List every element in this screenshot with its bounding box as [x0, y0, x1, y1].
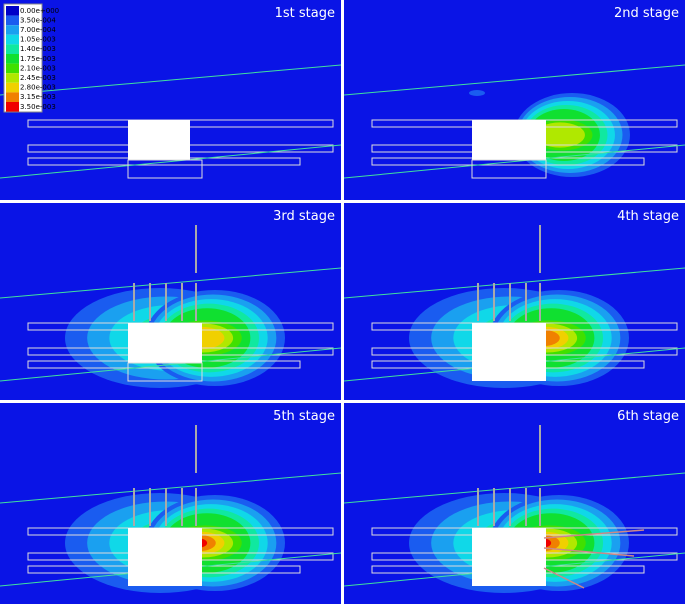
green-line	[344, 472, 685, 504]
lower-bench	[127, 362, 203, 382]
legend-label: 1.40e-003	[20, 45, 56, 53]
green-line	[0, 347, 341, 382]
legend-swatch	[6, 73, 19, 83]
panel-title: 1st stage	[275, 6, 335, 21]
legend-swatch	[6, 34, 19, 45]
legend-swatch	[6, 6, 19, 16]
legend-label: 2.80e-003	[20, 84, 56, 92]
green-line	[344, 64, 685, 96]
green-line	[344, 144, 685, 179]
legend-swatch	[6, 102, 19, 112]
legend-label: 0.00e+000	[20, 7, 59, 15]
panel-title: 6th stage	[617, 409, 679, 424]
legend-swatch	[6, 44, 19, 54]
legend-label: 3.50e-004	[20, 16, 56, 24]
contour	[469, 90, 485, 96]
panel-body	[344, 203, 685, 400]
panel-body	[344, 403, 685, 604]
panel: 3rd stage	[0, 203, 341, 400]
legend-swatch	[6, 25, 19, 35]
panel: 4th stage	[344, 203, 685, 400]
excavation	[128, 323, 202, 363]
legend-label: 3.15e-003	[20, 93, 56, 101]
lower-bench	[471, 159, 547, 179]
legend-swatch	[6, 54, 19, 64]
background	[0, 0, 341, 200]
background	[344, 0, 685, 200]
panel-body	[344, 0, 685, 200]
legend-label: 7.00e-004	[20, 26, 56, 34]
excavation	[128, 120, 190, 160]
legend-swatch	[6, 92, 19, 102]
green-line	[0, 267, 341, 299]
panel: 1st stage	[0, 0, 341, 200]
panel: 5th stage	[0, 403, 341, 604]
green-line	[0, 64, 341, 96]
excavation	[128, 528, 202, 586]
panel-title: 5th stage	[273, 409, 335, 424]
panel-body	[0, 203, 341, 400]
legend-swatch	[6, 15, 19, 26]
excavation	[472, 323, 546, 381]
panel-title: 3rd stage	[273, 209, 335, 224]
legend-swatch	[6, 63, 19, 74]
legend-label: 1.05e-003	[20, 36, 56, 44]
green-line	[344, 267, 685, 299]
legend-swatch	[6, 82, 19, 93]
contour	[535, 122, 585, 148]
green-line	[0, 144, 341, 179]
excavation	[472, 120, 546, 160]
bolt	[543, 529, 645, 539]
panel-title: 2nd stage	[614, 6, 679, 21]
excavation	[472, 528, 546, 586]
bolt	[543, 567, 585, 589]
lower-bench	[127, 159, 203, 179]
bolt	[543, 547, 635, 557]
panel: 6th stage	[344, 403, 685, 604]
green-line	[0, 472, 341, 504]
panel-body	[0, 403, 341, 604]
panel: 2nd stage	[344, 0, 685, 200]
legend-label: 3.50e-003	[20, 103, 56, 111]
panel-title: 4th stage	[617, 209, 679, 224]
legend-label: 2.45e-003	[20, 74, 56, 82]
legend-label: 1.75e-003	[20, 55, 56, 63]
legend-label: 2.10e-003	[20, 64, 56, 72]
panel-body	[0, 0, 341, 200]
